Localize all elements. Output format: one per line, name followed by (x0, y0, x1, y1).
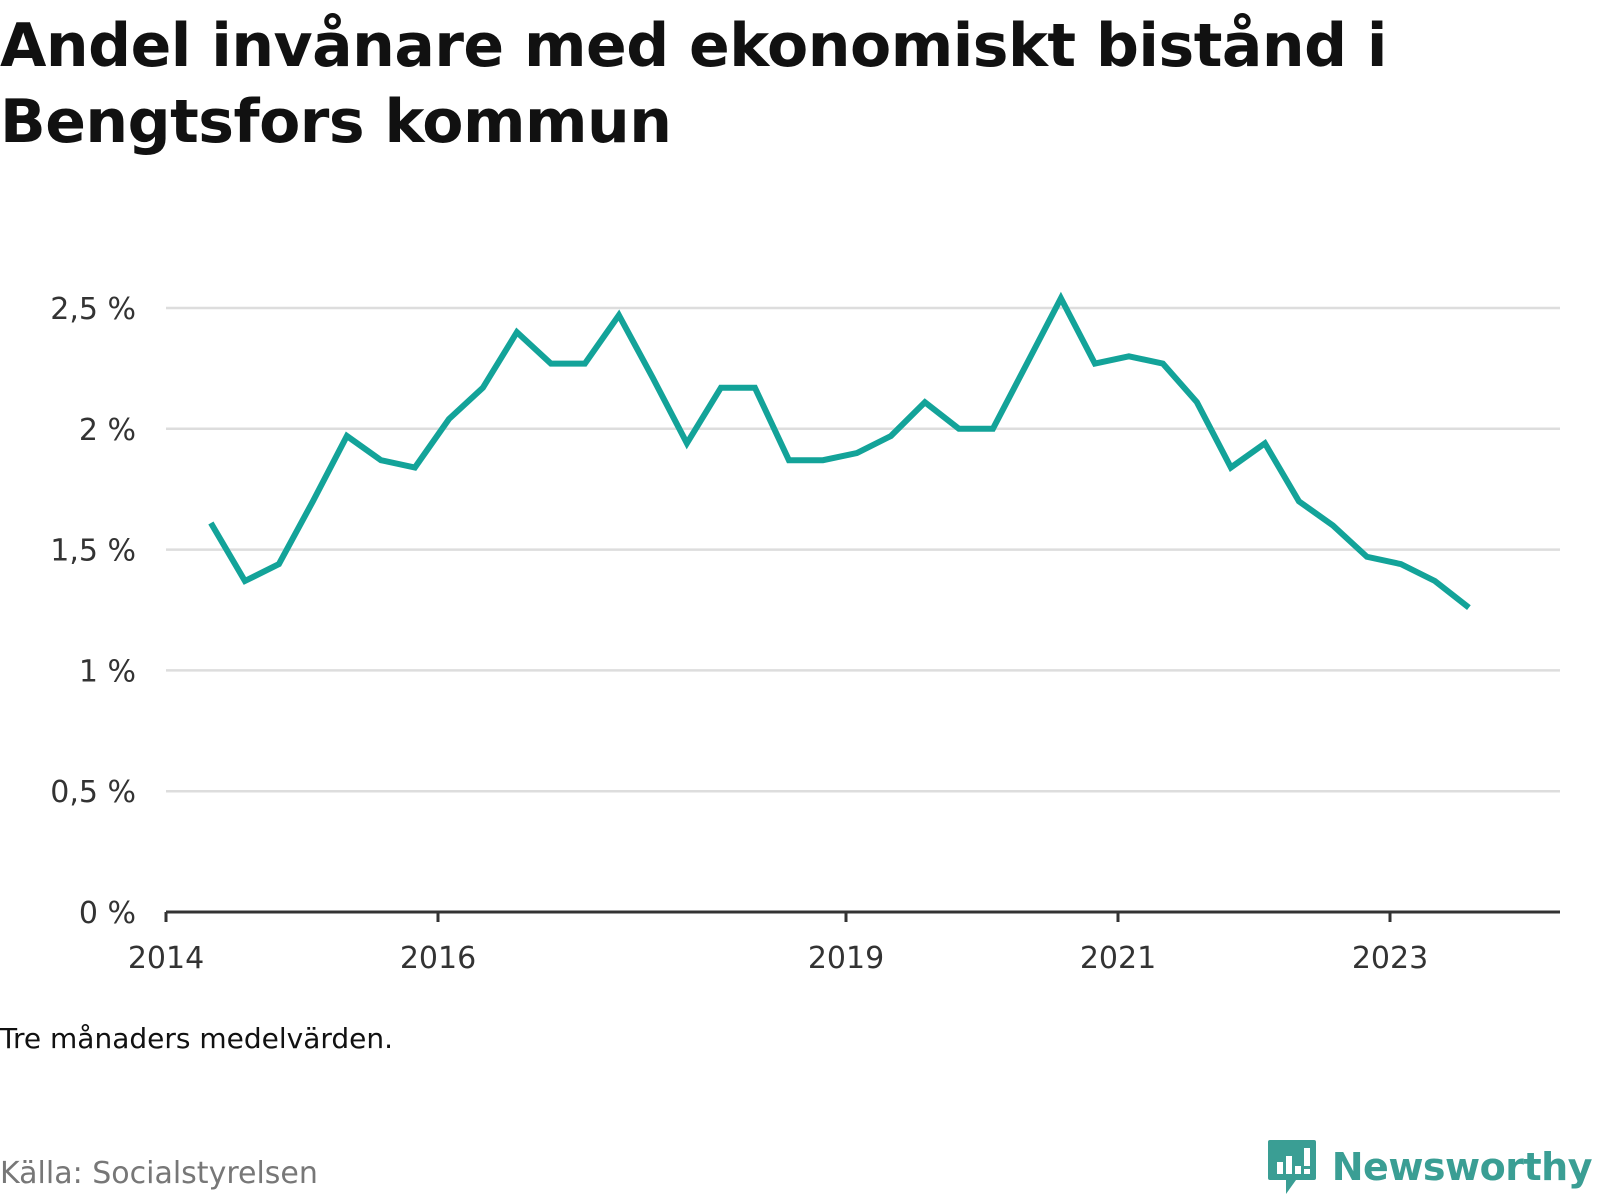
y-tick-label: 1 % (79, 654, 136, 689)
y-tick-label: 0,5 % (50, 775, 136, 810)
y-tick-label: 2 % (79, 413, 136, 448)
x-tick-label: 2023 (1352, 941, 1428, 976)
x-tick-label: 2019 (808, 941, 884, 976)
y-tick-label: 1,5 % (50, 534, 136, 569)
line-chart: 0 % 0,5 % 1 % 1,5 % 2 % 2,5 % 2014 2016 2019 202… (50, 291, 1560, 976)
newsworthy-logo: Newsworthy (1266, 1138, 1593, 1196)
x-tick-label: 2014 (128, 941, 204, 976)
x-tick-label: 2016 (400, 941, 476, 976)
brand-name: Newsworthy (1331, 1145, 1593, 1189)
x-tick-label: 2021 (1080, 941, 1156, 976)
y-tick-label: 2,5 % (50, 292, 136, 327)
y-tick-label: 0 % (79, 896, 136, 931)
series-layer (208, 291, 1471, 610)
gridlines (166, 306, 1560, 793)
chart-note: Tre månaders medelvärden. (0, 1022, 394, 1055)
series-line (208, 291, 1471, 610)
newsworthy-logo-icon (1267, 1140, 1316, 1194)
y-axis-tick-labels: 0 % 0,5 % 1 % 1,5 % 2 % 2,5 % (50, 292, 136, 931)
chart-title: Andel invånare med ekonomiskt bistånd i … (0, 11, 1387, 157)
source-credit: Källa: Socialstyrelsen (0, 1156, 318, 1191)
x-axis: 2014 2016 2019 2021 2023 (128, 910, 1560, 976)
